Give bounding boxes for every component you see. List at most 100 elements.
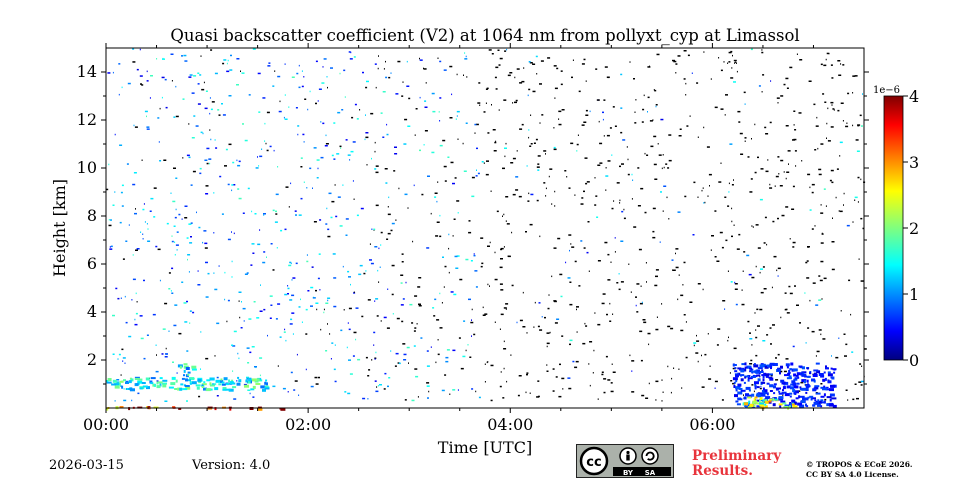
signal-speckle <box>375 390 379 393</box>
feature-cell <box>762 375 765 379</box>
signal-speckle <box>605 355 608 358</box>
signal-speckle <box>511 284 514 287</box>
signal-speckle <box>175 177 178 179</box>
feature-cell <box>784 404 789 407</box>
signal-speckle <box>499 283 503 285</box>
signal-speckle <box>764 126 767 129</box>
signal-speckle <box>734 281 736 284</box>
signal-speckle <box>127 82 131 85</box>
signal-speckle <box>325 350 328 352</box>
signal-speckle <box>119 144 123 146</box>
signal-speckle <box>553 65 557 67</box>
signal-speckle <box>206 162 209 165</box>
signal-speckle <box>434 298 437 301</box>
signal-speckle <box>779 185 783 187</box>
feature-cell <box>833 371 836 374</box>
signal-speckle <box>448 247 450 250</box>
feature-cell <box>825 367 829 370</box>
feature-cell <box>748 400 751 404</box>
signal-speckle <box>341 109 344 111</box>
signal-speckle <box>583 58 586 61</box>
signal-speckle <box>762 74 765 76</box>
signal-speckle <box>118 63 121 65</box>
signal-speckle <box>731 207 733 210</box>
signal-speckle <box>620 131 623 134</box>
signal-speckle <box>296 72 299 75</box>
signal-speckle <box>759 387 762 390</box>
signal-speckle <box>570 243 572 245</box>
signal-speckle <box>361 315 364 318</box>
feature-cell <box>245 379 248 383</box>
signal-speckle <box>388 76 391 79</box>
signal-speckle <box>247 389 251 391</box>
signal-speckle <box>257 156 258 158</box>
feature-cell <box>792 368 798 372</box>
signal-speckle <box>427 175 430 177</box>
signal-speckle <box>561 377 565 380</box>
signal-speckle <box>702 187 704 189</box>
signal-speckle <box>439 235 442 238</box>
signal-speckle <box>337 196 341 198</box>
signal-speckle <box>633 78 635 80</box>
signal-speckle <box>216 395 219 397</box>
signal-speckle <box>199 172 202 175</box>
signal-speckle <box>672 269 674 271</box>
signal-speckle <box>852 221 854 223</box>
signal-speckle <box>204 247 208 249</box>
signal-speckle <box>857 124 860 127</box>
signal-speckle <box>320 121 322 123</box>
signal-speckle <box>455 267 459 269</box>
signal-speckle <box>532 63 536 65</box>
signal-speckle <box>291 279 293 281</box>
signal-speckle <box>284 118 288 120</box>
signal-speckle <box>730 50 733 53</box>
signal-speckle <box>772 324 775 326</box>
signal-speckle <box>397 60 401 63</box>
signal-speckle <box>300 166 303 168</box>
signal-speckle <box>516 321 518 324</box>
signal-speckle <box>526 332 528 334</box>
signal-speckle <box>750 178 753 180</box>
signal-speckle <box>305 368 307 371</box>
signal-speckle <box>114 133 116 136</box>
signal-speckle <box>248 318 252 320</box>
signal-speckle <box>727 270 729 272</box>
signal-speckle <box>216 376 219 379</box>
signal-speckle <box>643 94 645 97</box>
signal-speckle <box>454 255 458 258</box>
signal-speckle <box>171 240 174 243</box>
signal-speckle <box>144 110 148 113</box>
signal-speckle <box>187 258 188 261</box>
signal-speckle <box>693 342 697 344</box>
signal-speckle <box>658 154 662 156</box>
signal-speckle <box>611 207 614 210</box>
x-tick-label: 04:00 <box>487 415 533 434</box>
feature-cell <box>150 382 154 385</box>
signal-speckle <box>530 114 532 116</box>
feature-cell <box>154 383 156 387</box>
signal-speckle <box>394 153 398 155</box>
feature-cell <box>745 405 749 408</box>
signal-speckle <box>238 300 240 302</box>
signal-speckle <box>109 248 113 250</box>
feature-cell <box>189 382 192 385</box>
signal-speckle <box>458 337 461 339</box>
signal-speckle <box>290 318 293 321</box>
signal-speckle <box>597 260 601 262</box>
signal-speckle <box>272 269 275 271</box>
feature-cell <box>152 383 156 387</box>
signal-speckle <box>594 204 597 206</box>
signal-speckle <box>184 60 188 62</box>
signal-speckle <box>261 148 263 150</box>
signal-speckle <box>454 177 457 179</box>
signal-speckle <box>554 190 556 193</box>
signal-speckle <box>368 369 371 371</box>
signal-speckle <box>549 168 553 170</box>
signal-speckle <box>814 149 817 151</box>
feature-cell <box>753 405 756 408</box>
signal-speckle <box>827 107 829 110</box>
signal-speckle <box>603 99 606 101</box>
signal-speckle <box>668 159 672 162</box>
feature-cell <box>766 382 770 385</box>
signal-speckle <box>251 210 253 213</box>
